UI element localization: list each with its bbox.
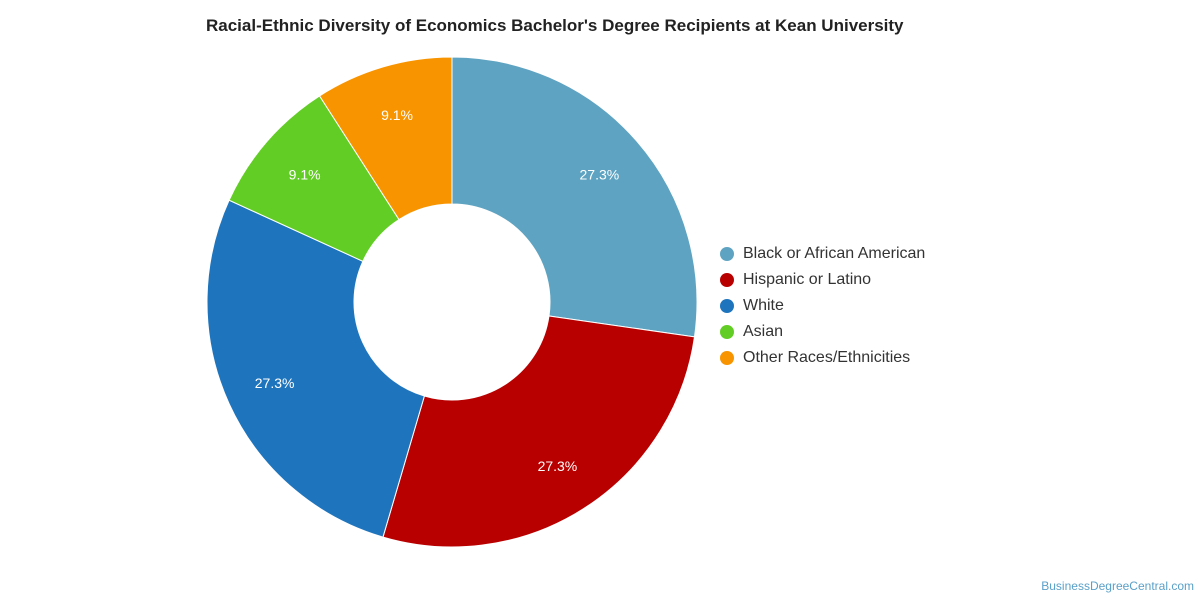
- pie-slice-0[interactable]: [451, 56, 698, 338]
- legend-swatch-icon: [720, 351, 734, 365]
- legend-item[interactable]: Hispanic or Latino: [720, 267, 925, 293]
- slice-data-label: 9.1%: [381, 107, 413, 123]
- slice-data-label: 27.3%: [255, 375, 295, 391]
- legend-item[interactable]: Other Races/Ethnicities: [720, 345, 925, 371]
- legend-label: Other Races/Ethnicities: [743, 349, 911, 366]
- legend-label: Black or African American: [743, 245, 926, 262]
- pie-slice-4[interactable]: [318, 56, 453, 221]
- legend-swatch-icon: [720, 299, 734, 313]
- legend-swatch-icon: [720, 273, 734, 287]
- slice-data-label: 27.3%: [580, 166, 620, 182]
- legend-swatch-icon: [720, 247, 734, 261]
- slice-data-label: 9.1%: [289, 166, 321, 182]
- pie-slice-2[interactable]: [206, 199, 426, 538]
- legend-item[interactable]: Black or African American: [720, 241, 925, 267]
- legend-swatch-icon: [720, 325, 734, 339]
- legend-label: Hispanic or Latino: [743, 271, 872, 288]
- slice-data-label: 27.3%: [538, 458, 578, 474]
- pie-slice-1[interactable]: [382, 315, 696, 548]
- legend-item[interactable]: White: [720, 293, 925, 319]
- source-credit[interactable]: BusinessDegreeCentral.com: [1041, 579, 1194, 593]
- chart-legend: Black or African American Hispanic or Lat…: [720, 241, 925, 371]
- legend-label: Asian: [743, 323, 784, 340]
- legend-item[interactable]: Asian: [720, 319, 925, 345]
- chart-title: Racial-Ethnic Diversity of Economics Bac…: [206, 16, 904, 35]
- legend-label: White: [743, 297, 784, 314]
